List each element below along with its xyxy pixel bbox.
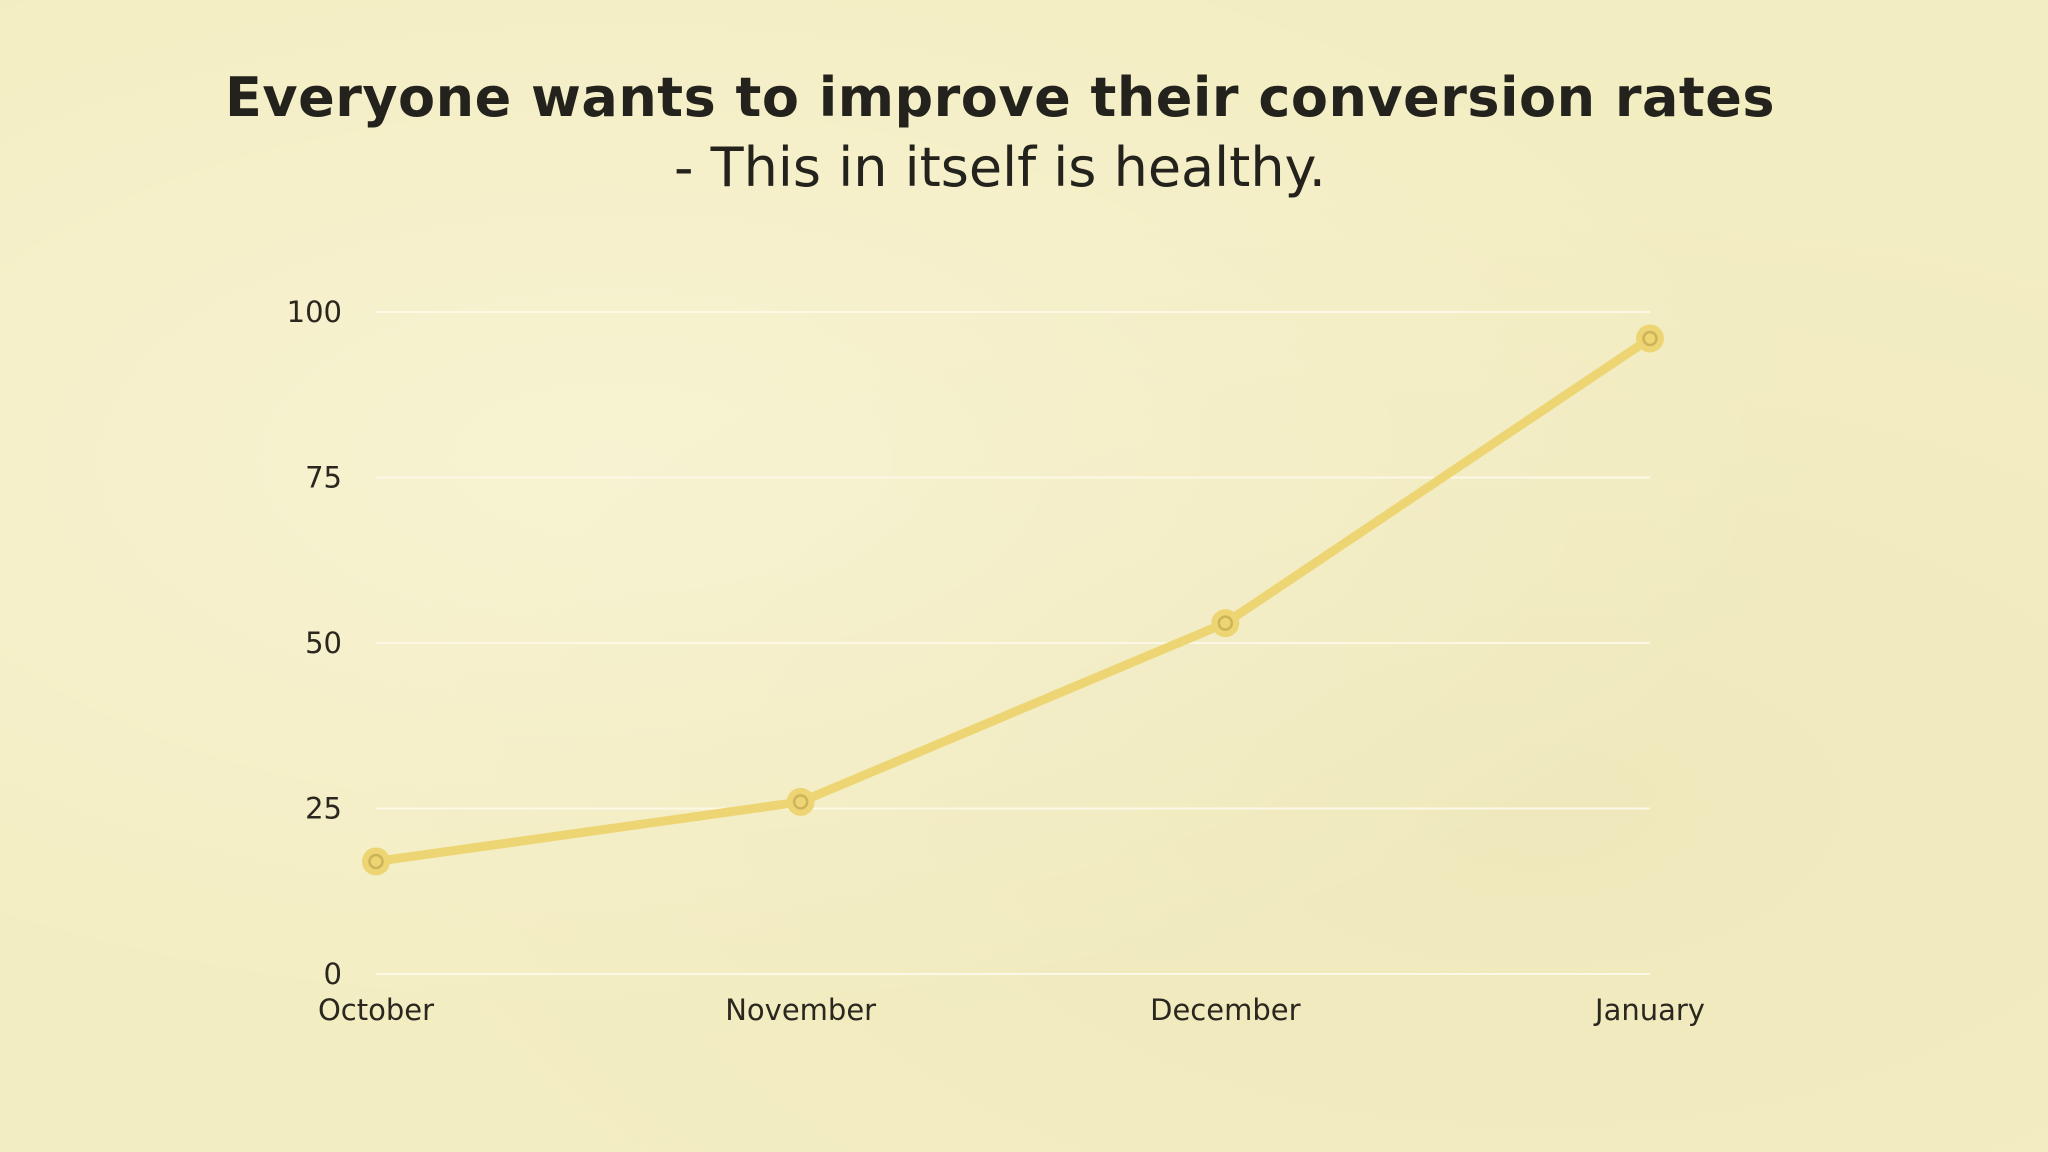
chart-subtitle: - This in itself is healthy.	[674, 136, 1326, 199]
x-tick-label: November	[725, 993, 876, 1027]
y-tick-label: 75	[305, 461, 342, 495]
y-tick-label: 25	[305, 792, 342, 826]
data-point	[1211, 609, 1240, 638]
y-tick-label: 100	[287, 295, 342, 329]
data-point	[786, 787, 815, 816]
data-point	[1636, 324, 1664, 353]
y-axis-ticks: 0 25 50 75 100	[287, 295, 342, 991]
series-layer	[371, 333, 1655, 866]
point-layer	[362, 324, 1664, 876]
y-tick-label: 0	[324, 957, 342, 991]
gridlines	[376, 311, 1650, 975]
x-axis-ticks: October November December January	[318, 993, 1705, 1027]
data-point	[362, 847, 390, 876]
x-tick-label: January	[1593, 993, 1705, 1027]
chart-title: Everyone wants to improve their conversi…	[224, 66, 1775, 129]
x-tick-label: October	[318, 993, 434, 1027]
series-line	[371, 333, 1655, 866]
y-tick-label: 50	[305, 626, 342, 660]
x-tick-label: December	[1150, 993, 1300, 1027]
